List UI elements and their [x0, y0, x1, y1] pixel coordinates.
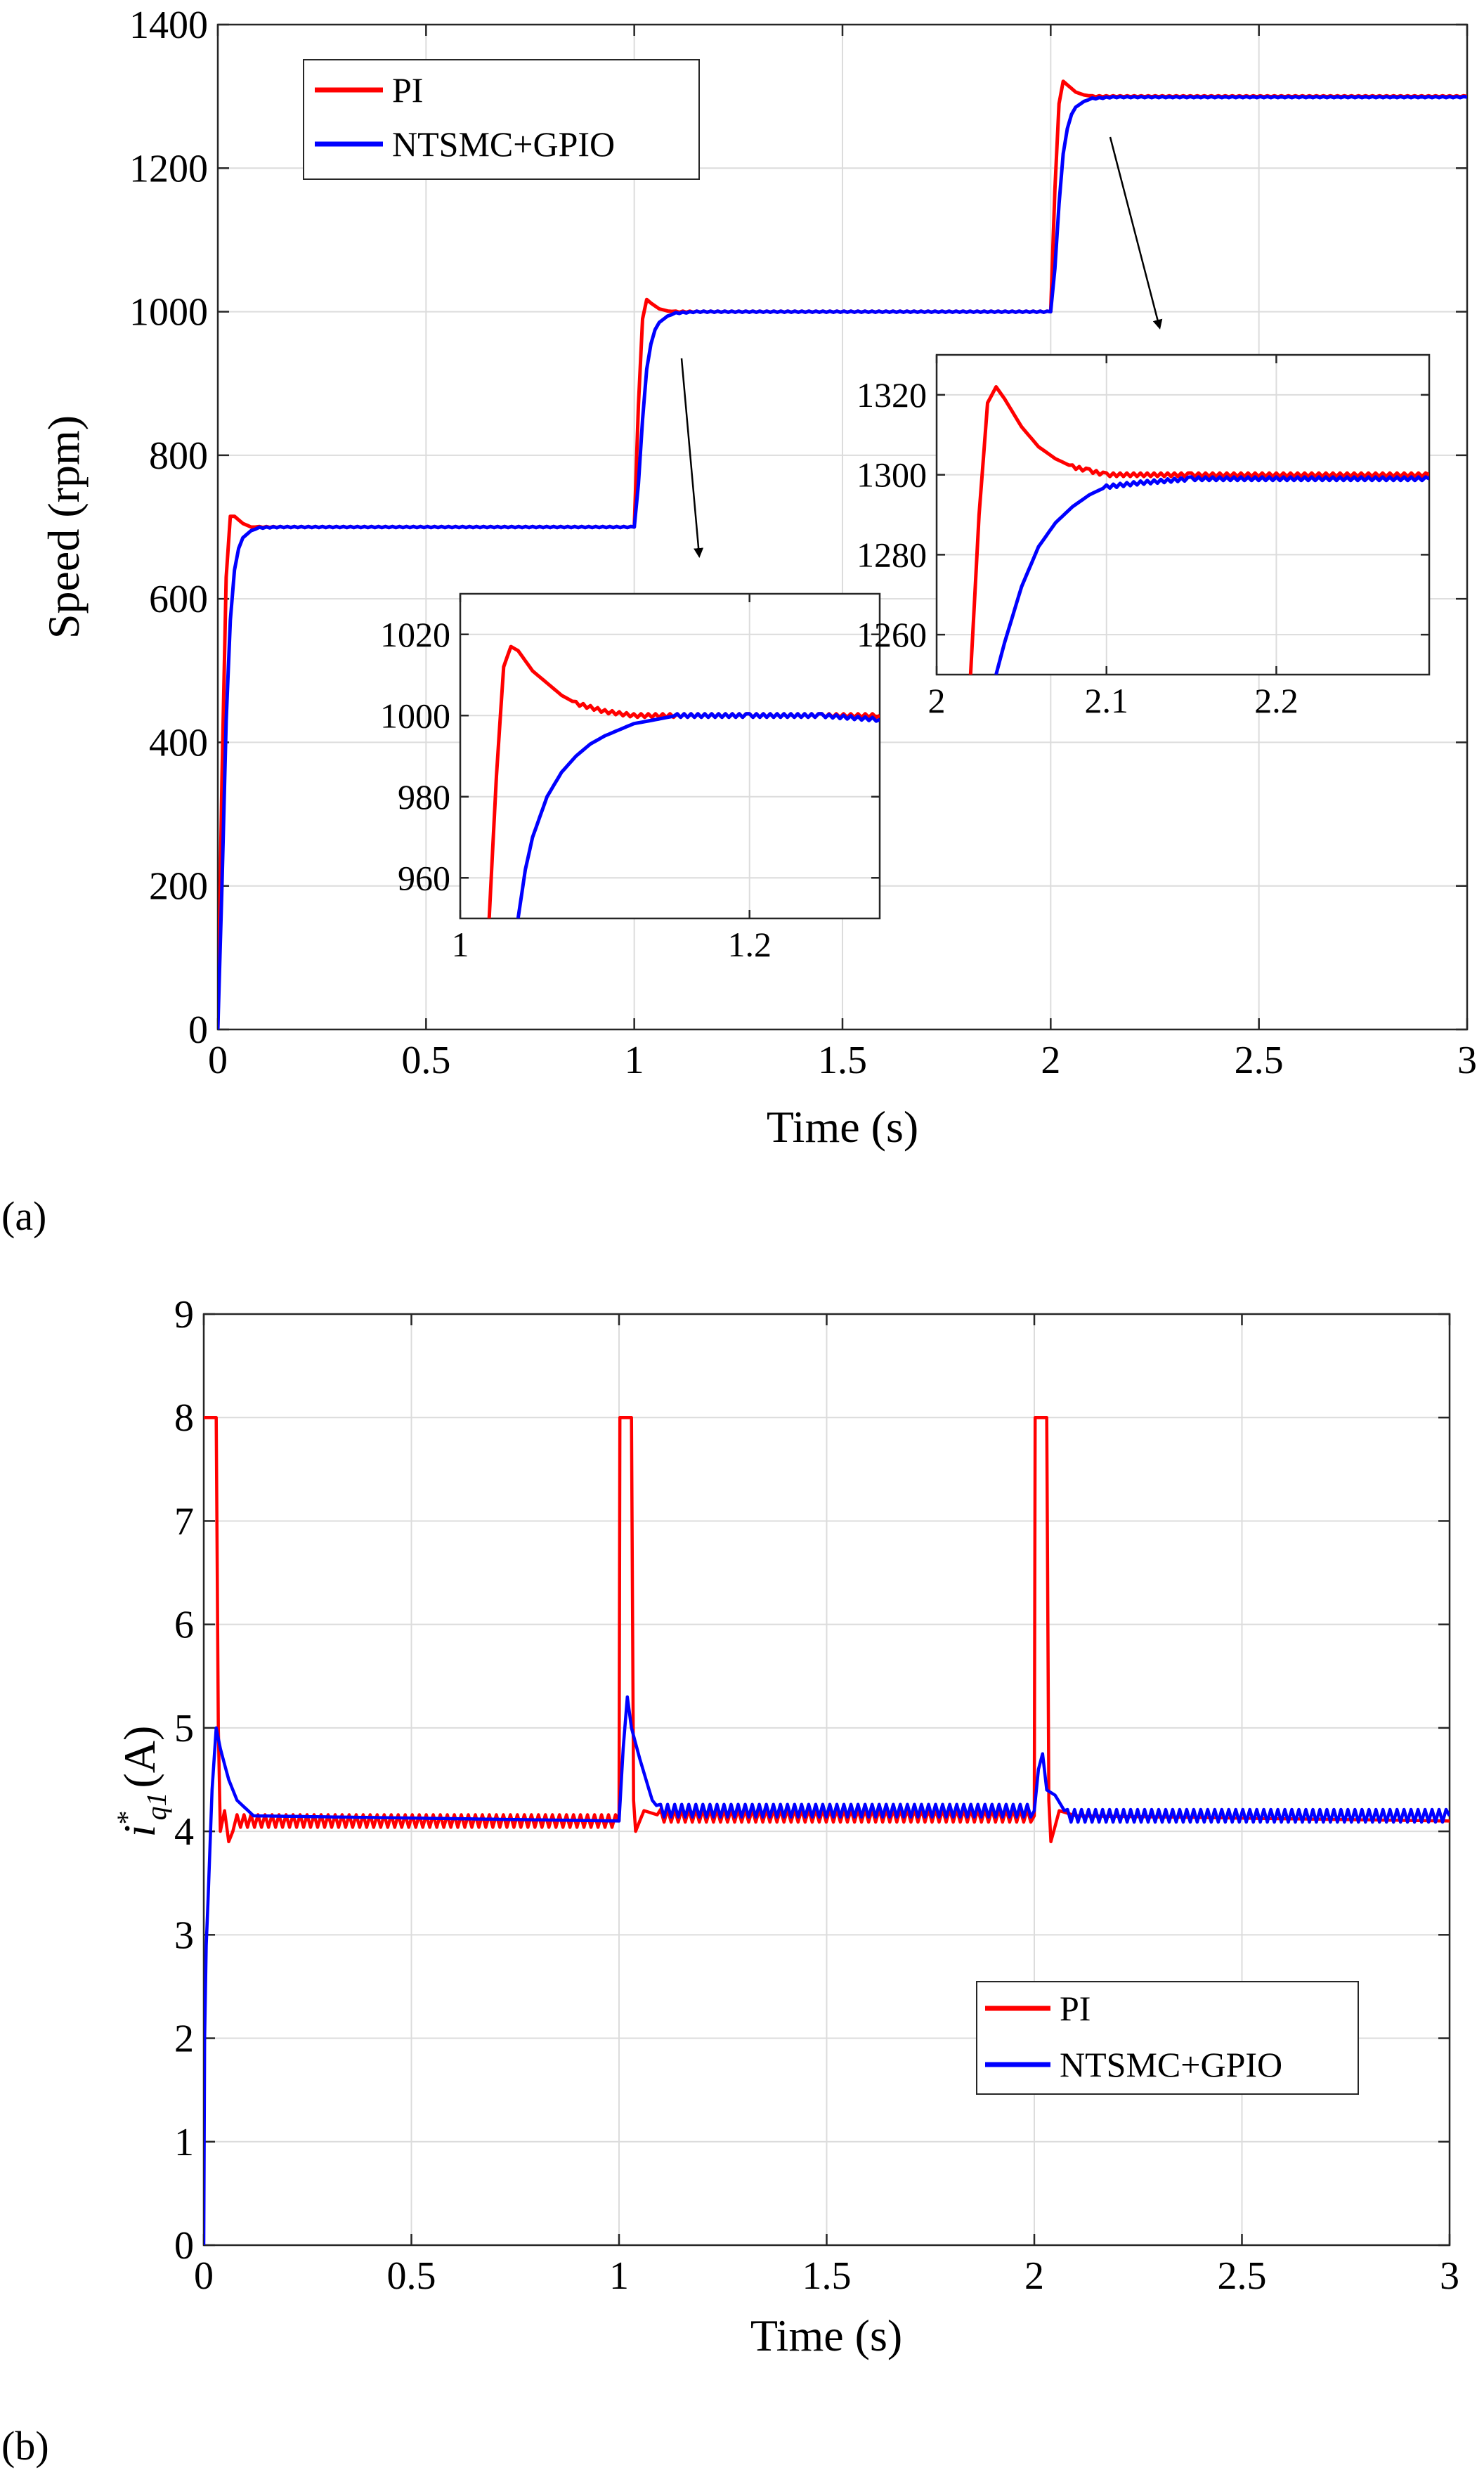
panel-a-speed-chart: 0 0.5 1 1.5 2 2.5 3 0 200 400 600 800 1000 1200 1400 1… — [1, 4, 1477, 1239]
a-x-tick-label: 3 — [1457, 1039, 1477, 1082]
a-y-tick-label: 1000 — [129, 291, 208, 334]
a-x-tick-label: 0.5 — [401, 1039, 450, 1082]
legend-b-label-pi: PI — [1060, 1989, 1091, 2028]
inset-2-y-tick-label: 1300 — [857, 455, 927, 495]
a-y-tick-label: 600 — [149, 578, 208, 621]
a-x-tick-label: 2 — [1041, 1039, 1060, 1082]
inset-2-x-tick-label: 2.1 — [1084, 681, 1128, 720]
series-lines-b — [204, 1415, 1450, 2245]
series-lines-a — [218, 79, 1467, 1029]
b-y-tick-label: 2 — [174, 2017, 194, 2061]
b-series-ntsmc-gpio — [204, 1695, 1450, 2245]
inset-2-ticks: 2 2.1 2.2 1260 1280 1300 1320 — [857, 355, 1429, 720]
legend-b: PI NTSMC+GPIO — [976, 1981, 1359, 2095]
inset-1-series-ntsmc-gpio — [516, 712, 880, 918]
a-y-tick-label: 1400 — [129, 4, 208, 47]
inset-1-x-tick-label: 1.2 — [727, 925, 772, 964]
axis-ticks-a: 0 0.5 1 1.5 2 2.5 3 0 200 400 600 800 1000 1200 1400 — [129, 4, 1477, 1082]
inset-1-plot-area — [459, 592, 881, 920]
b-x-tick-label: 0.5 — [387, 2254, 436, 2298]
inset-2-series-ntsmc-gpio — [994, 475, 1429, 675]
legend-a-label-ntsmc: NTSMC+GPIO — [392, 124, 615, 164]
a-x-tick-label: 2.5 — [1235, 1039, 1284, 1082]
b-x-tick-label: 1 — [609, 2254, 629, 2298]
y-axis-label-b-sub: q1 — [141, 1793, 172, 1821]
inset-1-lines — [487, 644, 880, 918]
a-x-tick-label: 0 — [208, 1039, 228, 1082]
a-y-tick-label: 0 — [188, 1008, 208, 1052]
b-y-tick-label: 3 — [174, 1913, 194, 1957]
a-x-tick-label: 1.5 — [818, 1039, 867, 1082]
b-y-tick-label: 8 — [174, 1396, 194, 1440]
inset-1-y-tick-label: 1000 — [380, 696, 450, 735]
inset-1-y-tick-label: 960 — [398, 858, 450, 897]
a-y-tick-label: 200 — [149, 865, 208, 909]
inset-1-y-tick-label: 980 — [398, 777, 450, 817]
a-y-tick-label: 400 — [149, 721, 208, 765]
a-x-tick-label: 1 — [625, 1039, 644, 1082]
b-y-tick-label: 0 — [174, 2224, 194, 2268]
legend-b-label-ntsmc: NTSMC+GPIO — [1060, 2045, 1282, 2084]
inset-2-y-tick-label: 1280 — [857, 535, 927, 574]
inset-2-y-tick-label: 1320 — [857, 375, 927, 415]
y-axis-label-b-sup: * — [111, 1811, 143, 1825]
inset-2-y-tick-label: 1260 — [857, 615, 927, 654]
x-axis-label-b: Time (s) — [750, 2311, 902, 2360]
y-axis-label-b-unit: (A) — [115, 1726, 164, 1788]
b-y-tick-label: 4 — [174, 1810, 194, 1854]
inset-1-y-tick-label: 1020 — [380, 615, 450, 654]
b-x-tick-label: 0 — [194, 2254, 214, 2298]
zoom-arrow-inset-1 — [680, 358, 704, 558]
b-y-tick-label: 6 — [174, 1604, 194, 1647]
legend-b-box — [976, 1981, 1359, 2095]
a-series-ntsmc-gpio — [218, 94, 1467, 1029]
inset-1-ticks: 1 1.2 960 980 1000 1020 — [380, 594, 880, 964]
inset-1-x-tick-label: 1 — [452, 925, 469, 964]
inset-2-lines — [968, 385, 1429, 675]
inset-2-series-pi — [968, 385, 1429, 675]
a-y-tick-label: 800 — [149, 434, 208, 478]
a-y-tick-label: 1200 — [129, 147, 208, 190]
axis-ticks-b: 0 0.5 1 1.5 2 2.5 3 0 1 2 3 4 5 6 7 8 9 — [174, 1293, 1459, 2298]
legend-a: PI NTSMC+GPIO — [303, 59, 700, 180]
panel-label-b: (b) — [1, 2423, 49, 2469]
panel-b-current-chart: 0 0.5 1 1.5 2 2.5 3 0 1 2 3 4 5 6 7 8 9 PI NTSMC+GPIO Ti… — [1, 1293, 1459, 2469]
x-axis-label-a: Time (s) — [767, 1102, 918, 1152]
legend-a-box — [303, 59, 700, 180]
y-axis-label-b-base: i — [115, 1825, 164, 1838]
y-axis-label-a: Speed (rpm) — [39, 415, 89, 639]
inset-2: 2 2.1 2.2 1260 1280 1300 1320 — [857, 353, 1431, 720]
zoom-arrow-inset-2 — [1109, 136, 1163, 330]
b-y-tick-label: 9 — [174, 1293, 194, 1337]
b-x-tick-label: 2.5 — [1218, 2254, 1267, 2298]
b-y-tick-label: 5 — [174, 1707, 194, 1750]
inset-2-x-tick-label: 2.2 — [1254, 681, 1298, 720]
b-x-tick-label: 1.5 — [802, 2254, 852, 2298]
legend-a-label-pi: PI — [392, 70, 423, 110]
b-x-tick-label: 2 — [1024, 2254, 1044, 2298]
inset-2-plot-area — [935, 353, 1431, 676]
b-y-tick-label: 7 — [174, 1500, 194, 1543]
b-y-tick-label: 1 — [174, 2121, 194, 2164]
inset-1: 1 1.2 960 980 1000 1020 — [380, 592, 881, 964]
inset-2-grid — [937, 355, 1429, 675]
inset-2-x-tick-label: 2 — [928, 681, 946, 720]
panel-label-a: (a) — [1, 1193, 46, 1239]
y-axis-label-b: i*q1 (A) — [111, 1726, 172, 1838]
b-x-tick-label: 3 — [1440, 2254, 1459, 2298]
